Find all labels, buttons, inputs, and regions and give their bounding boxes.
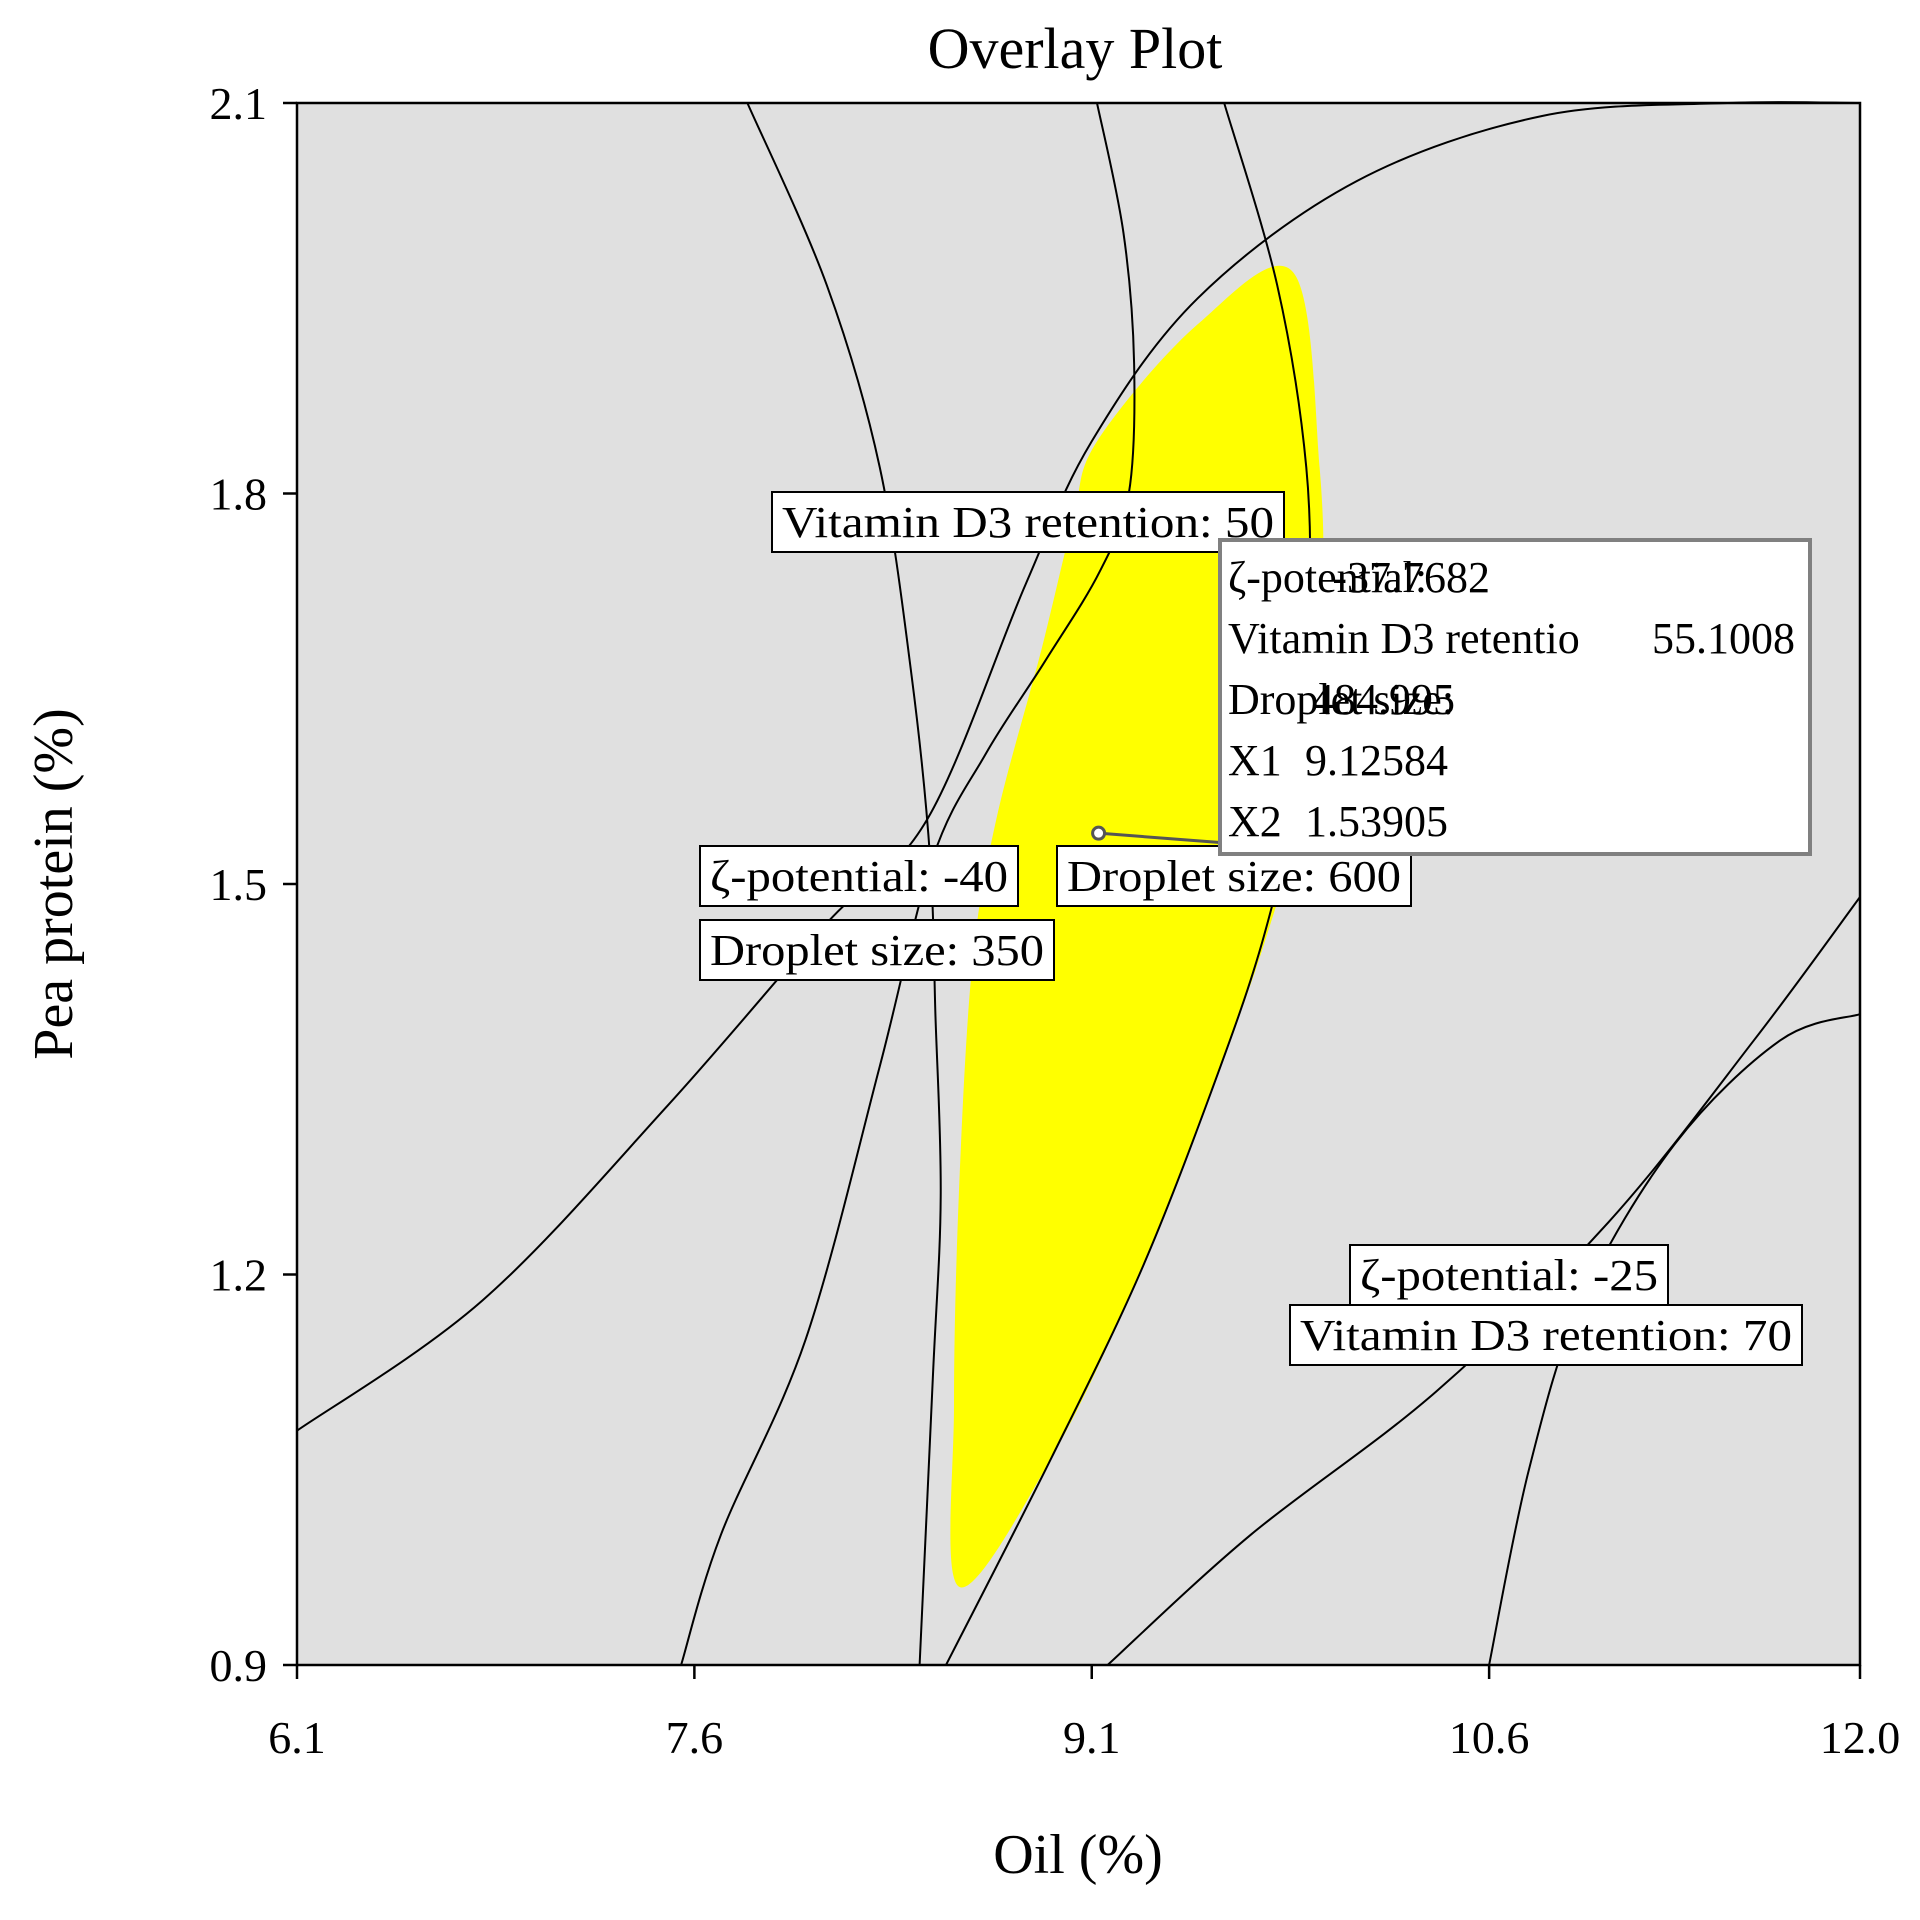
tooltip-line-label: X1 (1228, 736, 1282, 785)
y-tick-label: 1.8 (210, 469, 268, 520)
x-tick-label: 7.6 (666, 1712, 724, 1763)
x-tick-label: 6.1 (268, 1712, 326, 1763)
x-tick-label: 12.0 (1820, 1712, 1901, 1763)
x-tick-label: 10.6 (1449, 1712, 1530, 1763)
contour-label-text: ζ-potential: -25 (1360, 1251, 1658, 1300)
contour-label-text: Droplet size: 600 (1067, 852, 1401, 901)
axis-ticks: 6.1 7.6 9.1 10.6 12.0 0.9 1.2 1.5 1.8 2.1 (210, 78, 1901, 1763)
flag-point[interactable] (1091, 825, 1107, 841)
y-tick-label: 1.5 (210, 859, 268, 910)
contour-label: Vitamin D3 retention: 50 (771, 491, 1285, 553)
contour-label: ζ-potential: -25 (1349, 1244, 1669, 1306)
tooltip-line-value: 9.12584 (1305, 736, 1448, 785)
y-tick-label: 2.1 (210, 78, 268, 129)
y-tick-label: 1.2 (210, 1250, 268, 1301)
contour-label: ζ-potential: -40 (699, 845, 1019, 907)
tooltip-line-value: 55.1008 (1652, 614, 1795, 663)
tooltip-line-label: Vitamin D3 retentio (1228, 614, 1580, 663)
tooltip-line-value: 1.53905 (1305, 797, 1448, 846)
chart-title: Overlay Plot (928, 16, 1223, 81)
contour-label-text: ζ-potential: -40 (710, 852, 1008, 901)
contour-label: Vitamin D3 retention: 70 (1289, 1304, 1803, 1366)
contour-label-text: Vitamin D3 retention: 70 (1300, 1311, 1792, 1360)
flag-tooltip[interactable]: ζ-potential:-37.7682 Vitamin D3 retentio 5… (1091, 538, 1812, 856)
tooltip-line-value: -37.7682 (1332, 553, 1490, 602)
contour-label-text: Droplet size: 350 (710, 926, 1044, 975)
tooltip-leader (1098, 831, 1229, 845)
tooltip-line-value: 484.995 (1312, 675, 1455, 724)
contour-label-text: Vitamin D3 retention: 50 (782, 498, 1274, 547)
contour-label: Droplet size: 350 (699, 919, 1055, 981)
contour-vitamin-d3-retention-50 (680, 102, 1136, 1666)
x-axis-title: Oil (%) (993, 1824, 1163, 1886)
y-axis-title: Pea protein (%) (23, 708, 85, 1059)
tooltip-line-label: ζ-potential: (1228, 553, 1427, 602)
tooltip-box (1218, 538, 1812, 856)
tooltip-line-label: Droplet size: (1228, 675, 1454, 724)
y-tick-label: 0.9 (210, 1640, 268, 1691)
tooltip-line-label: X2 (1228, 797, 1282, 846)
x-tick-label: 9.1 (1063, 1712, 1121, 1763)
